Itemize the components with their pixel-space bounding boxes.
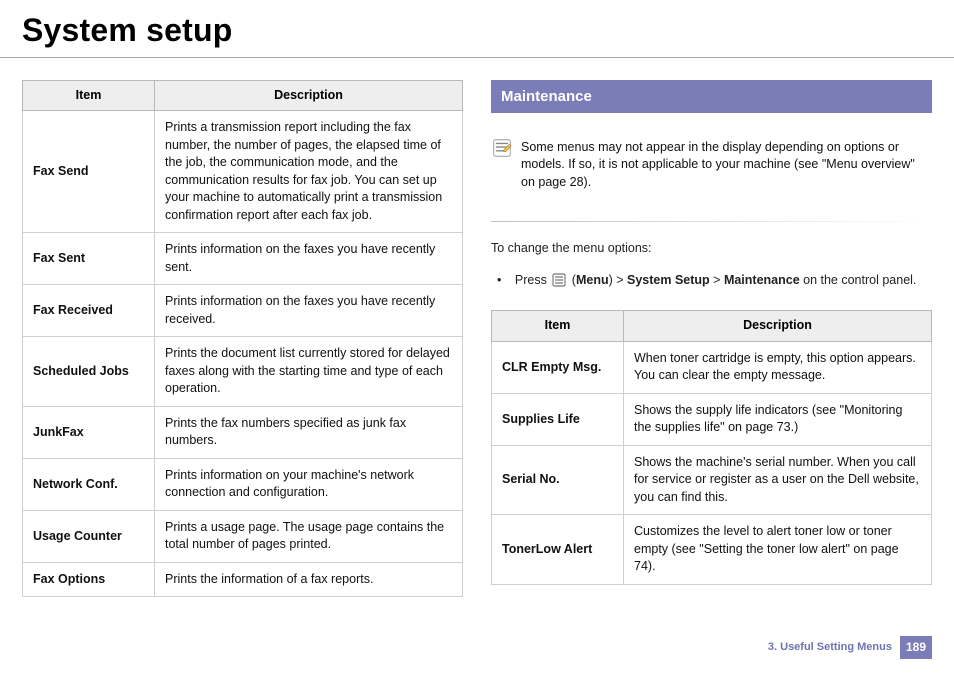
table-row: Fax SendPrints a transmission report inc… [23, 111, 463, 233]
desc-cell: Prints information on your machine's net… [155, 458, 463, 510]
item-cell: Scheduled Jobs [23, 337, 155, 407]
section-heading-maintenance: Maintenance [491, 80, 932, 113]
desc-cell: Prints a usage page. The usage page cont… [155, 510, 463, 562]
footer-page-number: 189 [900, 636, 932, 659]
table-row: Network Conf.Prints information on your … [23, 458, 463, 510]
desc-cell: Prints the information of a fax reports. [155, 562, 463, 597]
desc-cell: Shows the supply life indicators (see "M… [624, 393, 932, 445]
item-cell: Fax Sent [23, 233, 155, 285]
desc-cell: When toner cartridge is empty, this opti… [624, 341, 932, 393]
item-cell: TonerLow Alert [492, 515, 624, 585]
right-table-header-desc: Description [624, 311, 932, 342]
menu-icon [552, 273, 566, 293]
right-table: Item Description CLR Empty Msg.When tone… [491, 310, 932, 585]
left-column: Item Description Fax SendPrints a transm… [22, 80, 463, 598]
table-row: Fax ReceivedPrints information on the fa… [23, 285, 463, 337]
table-row: CLR Empty Msg.When toner cartridge is em… [492, 341, 932, 393]
content-columns: Item Description Fax SendPrints a transm… [0, 58, 954, 598]
desc-cell: Prints a transmission report including t… [155, 111, 463, 233]
menu-path-list: Press (Menu) > System Setup > Maintenanc… [491, 272, 932, 293]
divider [491, 221, 932, 222]
item-cell: Usage Counter [23, 510, 155, 562]
desc-cell: Prints the fax numbers specified as junk… [155, 406, 463, 458]
right-column: Maintenance Some menus may not appear in… [491, 80, 932, 598]
table-row: Fax SentPrints information on the faxes … [23, 233, 463, 285]
note-icon [491, 137, 513, 192]
table-row: JunkFaxPrints the fax numbers specified … [23, 406, 463, 458]
item-cell: Supplies Life [492, 393, 624, 445]
item-cell: Serial No. [492, 445, 624, 515]
path-step2: System Setup [627, 273, 710, 287]
table-row: Fax OptionsPrints the information of a f… [23, 562, 463, 597]
table-row: TonerLow AlertCustomizes the level to al… [492, 515, 932, 585]
intro-text: To change the menu options: [491, 240, 932, 258]
desc-cell: Shows the machine's serial number. When … [624, 445, 932, 515]
path-step3: Maintenance [724, 273, 800, 287]
item-cell: Network Conf. [23, 458, 155, 510]
desc-cell: Prints information on the faxes you have… [155, 233, 463, 285]
table-row: Scheduled JobsPrints the document list c… [23, 337, 463, 407]
right-table-header-item: Item [492, 311, 624, 342]
item-cell: Fax Received [23, 285, 155, 337]
page-footer: 3. Useful Setting Menus 189 [768, 636, 932, 659]
table-row: Usage CounterPrints a usage page. The us… [23, 510, 463, 562]
menu-path-item: Press (Menu) > System Setup > Maintenanc… [497, 272, 932, 293]
page-title: System setup [0, 0, 954, 58]
left-table-header-item: Item [23, 80, 155, 111]
path-menu-label: Menu [576, 273, 609, 287]
note-text: Some menus may not appear in the display… [521, 137, 932, 192]
item-cell: JunkFax [23, 406, 155, 458]
item-cell: CLR Empty Msg. [492, 341, 624, 393]
left-table-header-desc: Description [155, 80, 463, 111]
desc-cell: Prints information on the faxes you have… [155, 285, 463, 337]
table-row: Serial No.Shows the machine's serial num… [492, 445, 932, 515]
table-row: Supplies LifeShows the supply life indic… [492, 393, 932, 445]
desc-cell: Customizes the level to alert toner low … [624, 515, 932, 585]
footer-chapter: 3. Useful Setting Menus [768, 640, 892, 655]
left-table: Item Description Fax SendPrints a transm… [22, 80, 463, 598]
path-suffix: on the control panel. [800, 273, 917, 287]
note-block: Some menus may not appear in the display… [491, 137, 932, 206]
item-cell: Fax Send [23, 111, 155, 233]
path-prefix: Press [515, 273, 550, 287]
item-cell: Fax Options [23, 562, 155, 597]
desc-cell: Prints the document list currently store… [155, 337, 463, 407]
